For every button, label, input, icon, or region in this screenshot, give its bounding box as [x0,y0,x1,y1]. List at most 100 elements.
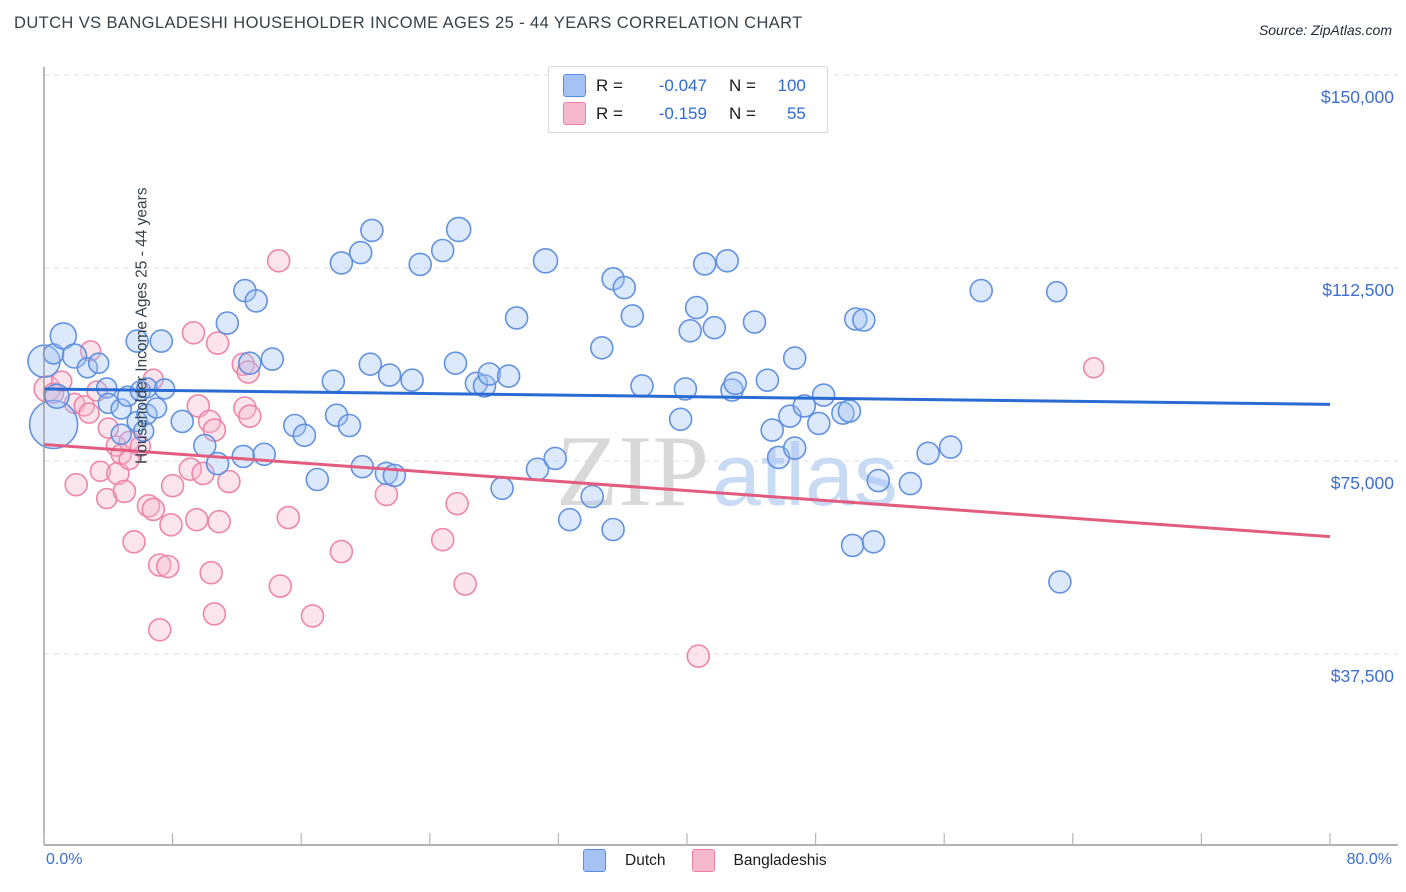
scatter-point-dutch[interactable] [668,407,693,432]
scatter-point-bangladeshis[interactable] [112,479,137,504]
scatter-point-bangladeshis[interactable] [156,554,180,579]
scatter-point-dutch[interactable] [260,347,285,371]
scatter-point-dutch[interactable] [360,218,384,243]
scatter-point-dutch[interactable] [321,369,346,394]
scatter-point-dutch[interactable] [149,329,174,353]
scatter-point-dutch[interactable] [840,533,865,558]
scatter-point-dutch[interactable] [938,435,963,459]
scatter-point-bangladeshis[interactable] [1082,356,1105,379]
scatter-point-dutch[interactable] [742,310,767,334]
scatter-point-bangladeshis[interactable] [686,644,711,668]
scatter-point-dutch[interactable] [715,248,740,273]
scatter-point-dutch[interactable] [136,377,158,399]
scatter-point-dutch[interactable] [782,436,807,460]
scatter-point-bangladeshis[interactable] [205,331,230,355]
scatter-point-dutch[interactable] [329,251,354,275]
scatter-point-bangladeshis[interactable] [445,491,469,516]
scatter-point-dutch[interactable] [543,446,568,471]
scatter-point-bangladeshis[interactable] [160,473,185,498]
scatter-point-dutch[interactable] [837,399,862,423]
scatter-point-bangladeshis[interactable] [181,320,206,345]
scatter-point-dutch[interactable] [806,411,831,436]
scatter-point-dutch[interactable] [292,423,317,448]
scatter-point-bangladeshis[interactable] [159,512,183,537]
scatter-point-dutch[interactable] [1048,570,1072,594]
scatter-point-bangladeshis[interactable] [202,602,227,626]
scatter-point-dutch[interactable] [477,362,502,386]
scatter-point-dutch[interactable] [755,368,780,393]
scatter-point-dutch[interactable] [782,346,807,370]
scatter-point-dutch[interactable] [305,467,330,492]
scatter-point-dutch[interactable] [612,275,637,300]
scatter-point-dutch[interactable] [110,398,132,420]
scatter-point-dutch[interactable] [110,423,132,446]
scatter-point-dutch[interactable] [861,529,886,554]
scatter-point-dutch[interactable] [145,397,168,419]
scatter-point-dutch[interactable] [170,409,194,434]
scatter-point-dutch[interactable] [580,484,605,509]
scatter-point-dutch[interactable] [692,252,717,276]
scatter-point-bangladeshis[interactable] [184,507,209,532]
scatter-point-dutch[interactable] [282,413,307,438]
scatter-point-bangladeshis[interactable] [453,572,478,596]
scatter-point-dutch[interactable] [504,306,529,330]
scatter-point-bangladeshis[interactable] [50,370,73,393]
scatter-point-dutch[interactable] [1045,280,1068,303]
scatter-point-bangladeshis[interactable] [78,402,100,424]
scatter-point-bangladeshis[interactable] [79,340,102,362]
scatter-point-bangladeshis[interactable] [217,469,241,494]
scatter-point-dutch[interactable] [76,356,99,379]
scatter-point-dutch[interactable] [532,247,559,274]
scatter-point-dutch[interactable] [557,507,582,532]
scatter-point-bangladeshis[interactable] [266,248,291,273]
scatter-point-dutch[interactable] [443,351,468,376]
scatter-point-dutch[interactable] [215,311,240,335]
scatter-point-bangladeshis[interactable] [97,417,120,439]
scatter-point-dutch[interactable] [61,343,88,369]
scatter-point-dutch[interactable] [445,216,472,243]
scatter-point-dutch[interactable] [87,352,110,375]
scatter-point-dutch[interactable] [969,278,994,303]
scatter-point-dutch[interactable] [496,364,521,388]
scatter-point-dutch[interactable] [125,329,149,353]
scatter-point-dutch[interactable] [400,368,424,393]
scatter-point-dutch[interactable] [723,371,748,396]
scatter-point-dutch[interactable] [244,289,269,313]
scatter-point-bangladeshis[interactable] [430,527,455,552]
scatter-point-dutch[interactable] [132,420,155,442]
scatter-point-dutch[interactable] [792,394,817,418]
scatter-point-dutch[interactable] [620,304,645,328]
scatter-point-dutch[interactable] [760,418,785,442]
scatter-point-bangladeshis[interactable] [329,539,354,564]
scatter-point-dutch[interactable] [231,444,256,469]
scatter-point-bangladeshis[interactable] [300,604,325,628]
scatter-point-bangladeshis[interactable] [141,497,166,522]
scatter-point-bangladeshis[interactable] [147,617,172,642]
scatter-point-bangladeshis[interactable] [89,460,112,483]
scatter-point-dutch[interactable] [866,468,891,493]
scatter-point-dutch[interactable] [97,392,120,415]
scatter-point-dutch[interactable] [916,441,940,466]
scatter-point-bangladeshis[interactable] [236,360,260,384]
scatter-point-dutch[interactable] [678,318,703,343]
scatter-point-dutch[interactable] [811,383,836,407]
scatter-point-dutch[interactable] [851,308,876,332]
scatter-point-dutch[interactable] [673,377,698,401]
scatter-point-dutch[interactable] [430,238,455,263]
scatter-point-dutch[interactable] [472,374,497,398]
scatter-point-bangladeshis[interactable] [238,404,262,429]
scatter-point-dutch[interactable] [843,307,868,331]
scatter-point-dutch[interactable] [377,363,402,387]
scatter-point-dutch[interactable] [358,352,383,377]
scatter-point-dutch[interactable] [630,374,654,398]
scatter-point-dutch[interactable] [490,476,514,501]
scatter-point-bangladeshis[interactable] [199,560,223,585]
scatter-point-dutch[interactable] [28,399,79,450]
scatter-point-bangladeshis[interactable] [207,509,231,534]
scatter-point-dutch[interactable] [337,413,362,438]
scatter-point-dutch[interactable] [238,351,262,376]
scatter-point-dutch[interactable] [702,315,727,340]
scatter-point-dutch[interactable] [408,252,433,277]
scatter-point-bangladeshis[interactable] [276,505,301,530]
scatter-point-dutch[interactable] [684,295,709,320]
